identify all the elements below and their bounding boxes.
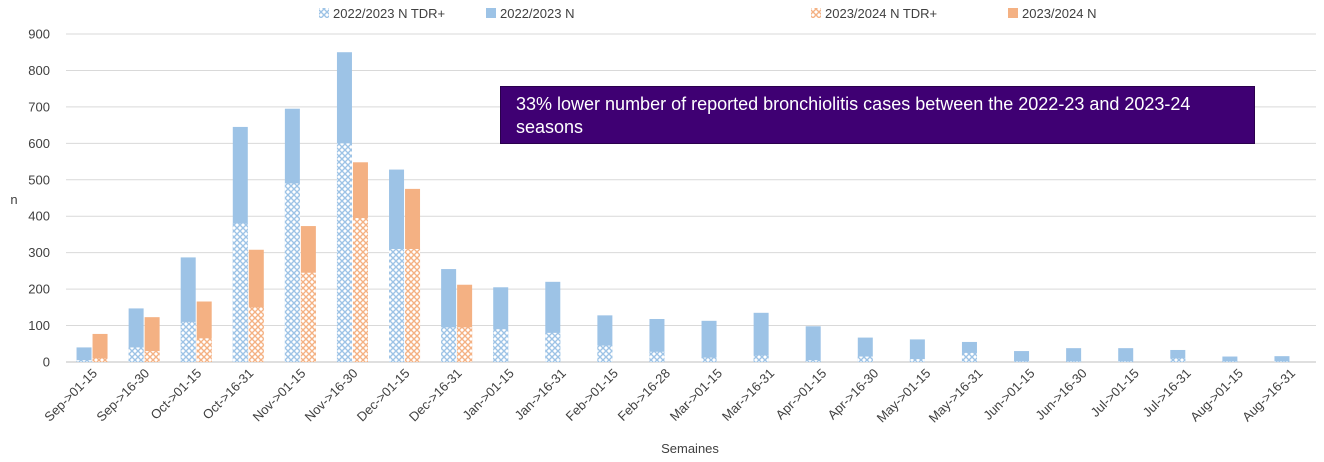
legend-label: 2022/2023 N [500,6,574,21]
bar-2022-2023-n [1222,356,1238,362]
bar-2022-2023-n [1014,351,1030,362]
legend-swatch [811,8,821,18]
x-tick-label: Aug->16-31 [1239,366,1298,425]
bar-2022-2023-n-tdr [1222,361,1238,362]
x-tick-label: May->16-31 [926,366,986,426]
legend-label: 2023/2024 N TDR+ [825,6,937,21]
bar-2022-2023-n-tdr [493,329,509,362]
x-tick-label: Nov->01-15 [250,366,309,425]
bar-2022-2023-n-tdr [1066,361,1082,362]
legend-swatch [319,8,329,18]
x-tick-label: Jun->16-30 [1032,366,1089,423]
bar-2023-2024-n [92,333,108,362]
y-tick-label: 200 [28,282,50,297]
bar-2022-2023-n-tdr [441,327,457,362]
bar-2023-2024-n-tdr [457,327,473,362]
bar-2022-2023-n-tdr [232,223,248,362]
y-tick-label: 500 [28,172,50,187]
y-tick-label: 800 [28,63,50,78]
y-tick-label: 0 [43,355,50,370]
bar-2022-2023-n-tdr [909,359,925,362]
bar-2022-2023-n-tdr [753,355,769,362]
bar-2023-2024-n-tdr [300,272,316,362]
bar-2022-2023-n [1118,348,1134,362]
bar-2022-2023-n-tdr [180,321,196,362]
y-axis-title: n [10,192,17,207]
x-tick-label: Mar->01-15 [667,366,725,424]
bar-2023-2024-n-tdr [405,249,421,362]
bar-2022-2023-n [701,320,717,362]
legend-swatch [1008,8,1018,18]
x-tick-label: Oct->01-15 [147,366,204,423]
bar-2022-2023-n-tdr [649,351,665,362]
y-tick-label: 900 [28,27,50,42]
bar-2022-2023-n-tdr [1118,361,1134,362]
bar-2023-2024-n [144,317,160,362]
bar-2022-2023-n-tdr [284,183,300,362]
x-tick-label: Oct->16-31 [200,366,257,423]
bar-2023-2024-n-tdr [92,358,108,362]
annotation-box: 33% lower number of reported bronchiolit… [500,86,1255,144]
x-tick-label: Dec->16-31 [406,366,465,425]
bar-2023-2024-n-tdr [196,338,212,362]
legend-label: 2023/2024 N [1022,6,1096,21]
legend-swatch [486,8,496,18]
x-tick-label: Jun->01-15 [980,366,1037,423]
bar-2022-2023-n-tdr [336,143,352,362]
bar-2022-2023-n-tdr [1170,358,1186,362]
x-tick-label: Mar->16-31 [719,366,777,424]
y-tick-label: 100 [28,318,50,333]
bar-2022-2023-n [649,318,665,362]
x-tick-label: Jul->16-31 [1140,366,1194,420]
bar-2022-2023-n-tdr [545,332,561,362]
bar-2022-2023-n [1274,356,1290,362]
bar-2022-2023-n-tdr [597,345,613,362]
x-axis: Sep->01-15Sep->16-30Oct->01-15Oct->16-31… [41,366,1298,426]
bar-2022-2023-n [76,347,92,362]
bar-2022-2023-n-tdr [76,360,92,362]
bar-2023-2024-n-tdr [352,218,368,362]
gridlines [66,33,1316,363]
bar-2023-2024-n-tdr [248,307,264,362]
x-tick-label: Jan->01-15 [459,366,516,423]
bar-2022-2023-n [857,337,873,362]
x-tick-label: Feb->16-28 [615,366,673,424]
x-tick-label: Aug->01-15 [1187,366,1246,425]
x-tick-label: Feb->01-15 [563,366,621,424]
bars [76,52,1290,362]
bar-2022-2023-n-tdr [128,347,144,362]
x-tick-label: Sep->16-30 [93,366,152,425]
bar-2022-2023-n-tdr [857,356,873,362]
x-tick-label: Dec->01-15 [354,366,413,425]
x-axis-title: Semaines [661,441,719,456]
bar-2022-2023-n-tdr [1274,361,1290,362]
y-axis: 0 100 200 300 400 500 600 700 800 900 [28,27,50,370]
bar-2022-2023-n [1066,348,1082,362]
y-tick-label: 400 [28,209,50,224]
bar-2022-2023-n-tdr [701,357,717,362]
x-tick-label: Apr->01-15 [772,366,829,423]
legend-label: 2022/2023 N TDR+ [333,6,445,21]
x-tick-label: Nov->16-30 [302,366,361,425]
x-tick-label: Apr->16-30 [825,366,882,423]
x-tick-label: Sep->01-15 [41,366,100,425]
bar-2022-2023-n [753,312,769,362]
x-tick-label: Jan->16-31 [512,366,569,423]
x-tick-label: Jul->01-15 [1088,366,1142,420]
y-tick-label: 700 [28,99,50,114]
bar-2023-2024-n-tdr [144,351,160,362]
legend: 2022/2023 N TDR+ 2022/2023 N 2023/2024 N T… [319,6,1096,21]
bar-2022-2023-n-tdr [1014,361,1030,362]
bar-2022-2023-n [805,326,821,362]
y-tick-label: 300 [28,245,50,260]
bar-2022-2023-n-tdr [389,249,405,362]
bar-2022-2023-n-tdr [961,352,977,362]
bar-2022-2023-n-tdr [805,360,821,362]
y-tick-label: 600 [28,136,50,151]
x-tick-label: May->01-15 [874,366,934,426]
bar-2022-2023-n [909,339,925,362]
